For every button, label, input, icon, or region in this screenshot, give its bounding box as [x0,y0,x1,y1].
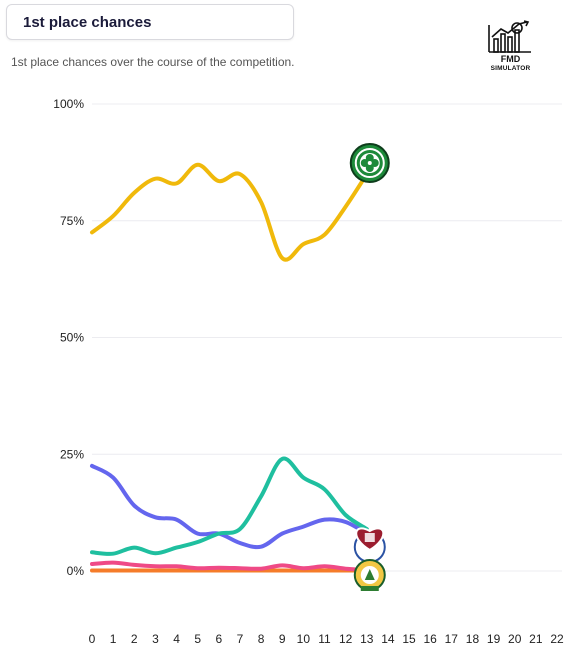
hibernian-crest-icon [353,559,386,591]
x-tick-label: 16 [424,632,438,646]
series-line-aberdeen-crest [90,456,369,556]
x-tick-label: 17 [445,632,459,646]
x-tick-label: 10 [297,632,311,646]
chart-title-box[interactable]: 1st place chances [6,4,294,40]
x-tick-label: 2 [131,632,138,646]
y-tick-label: 25% [60,447,84,461]
x-tick-label: 21 [529,632,543,646]
x-tick-label: 6 [215,632,222,646]
x-tick-label: 12 [339,632,353,646]
x-tick-label: 4 [173,632,180,646]
y-tick-label: 50% [60,331,84,345]
fmd-simulator-logo: FMD SIMULATOR [477,17,544,83]
x-tick-label: 8 [258,632,265,646]
x-tick-label: 20 [508,632,522,646]
y-tick-label: 100% [53,97,84,111]
x-tick-label: 18 [466,632,480,646]
celtic-crest-icon [349,143,390,183]
chart-ball-icon [488,20,531,53]
hearts-crest-icon [353,527,386,563]
x-tick-label: 9 [279,632,286,646]
x-tick-label: 15 [402,632,416,646]
x-tick-label: 7 [237,632,244,646]
series-line-celtic-crest [90,162,369,262]
x-tick-label: 22 [550,632,564,646]
x-tick-label: 5 [194,632,201,646]
x-tick-label: 0 [89,632,96,646]
chart-subtitle: 1st place chances over the course of the… [11,55,295,69]
chart-title: 1st place chances [23,13,152,31]
series-line-hibernian-crest [90,560,369,573]
x-tick-label: 11 [318,632,331,646]
x-tick-label: 3 [152,632,159,646]
y-tick-label: 75% [60,214,84,228]
logo-line1: FMD [500,54,521,64]
x-tick-label: 13 [360,632,374,646]
x-tick-label: 19 [487,632,501,646]
series-line-hearts-crest [90,463,369,550]
x-tick-label: 14 [381,632,395,646]
x-tick-label: 1 [110,632,117,646]
logo-line2: SIMULATOR [490,65,531,72]
y-tick-label: 0% [67,564,85,578]
